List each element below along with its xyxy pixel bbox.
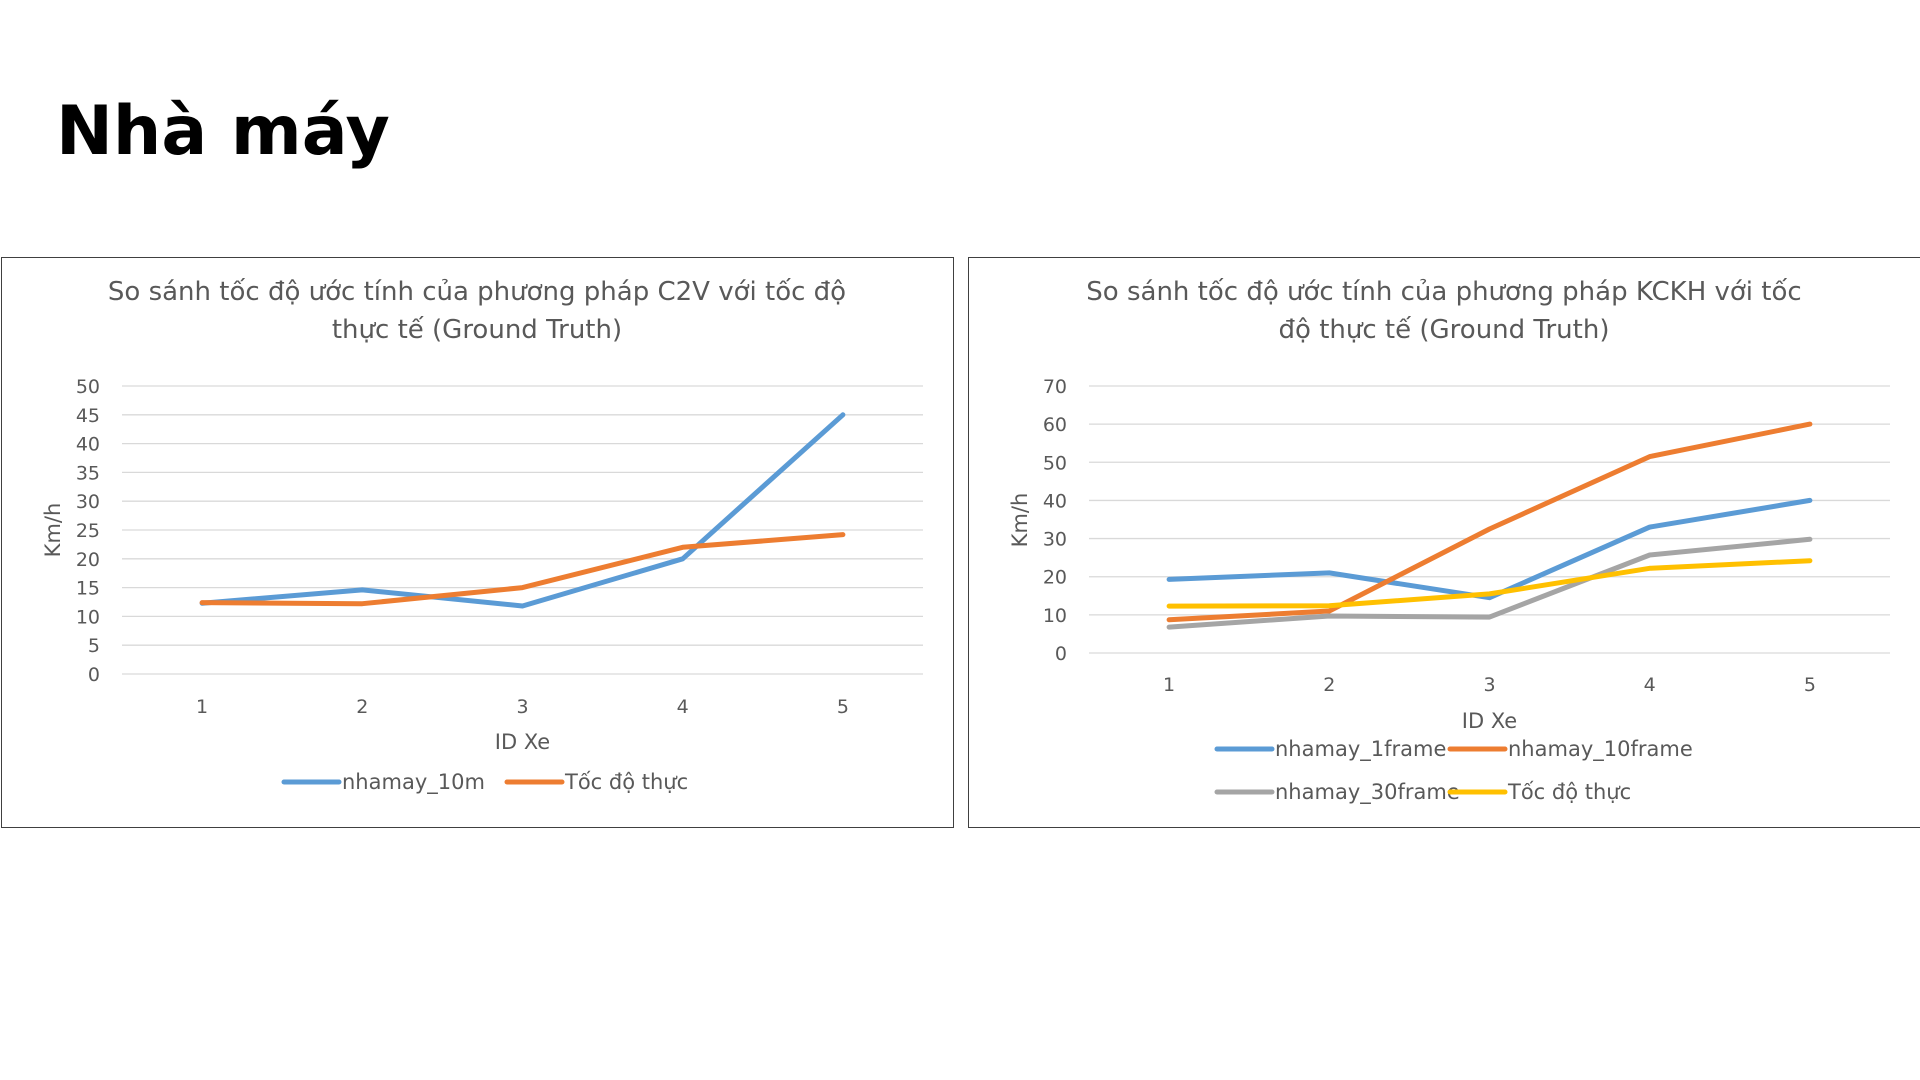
- series-line-Tốc độ thực: [199, 532, 846, 607]
- chart-kckh: So sánh tốc độ ước tính của phương pháp …: [1008, 277, 1890, 805]
- y-tick-label: 45: [76, 405, 100, 427]
- x-tick-label: 5: [837, 696, 849, 718]
- series-line-nhamay_10frame: [1166, 421, 1813, 623]
- chart-title-line: So sánh tốc độ ước tính của phương pháp …: [108, 277, 846, 307]
- x-tick-label: 4: [677, 696, 689, 718]
- chart-title-line: thực tế (Ground Truth): [332, 315, 622, 345]
- x-tick-label: 4: [1644, 674, 1656, 696]
- y-axis-label: Km/h: [1008, 493, 1032, 548]
- legend-entry: nhamay_10m: [342, 770, 485, 795]
- page-title: Nhà máy: [56, 92, 390, 171]
- y-tick-label: 15: [76, 578, 100, 600]
- y-tick-label: 10: [1043, 605, 1067, 627]
- x-tick-label: 1: [196, 696, 208, 718]
- x-tick-label: 1: [1163, 674, 1175, 696]
- legend-entry: Tốc độ thực: [564, 770, 688, 794]
- y-tick-label: 5: [88, 635, 100, 657]
- series-line-nhamay_1frame: [1166, 497, 1813, 601]
- y-tick-label: 40: [76, 434, 100, 456]
- chart-panel-c2v: So sánh tốc độ ước tính của phương pháp …: [1, 257, 954, 828]
- y-tick-label: 60: [1043, 414, 1067, 436]
- legend-entry: Tốc độ thực: [1507, 780, 1631, 804]
- series-line-nhamay_10m: [199, 412, 846, 609]
- legend-entry: nhamay_1frame: [1275, 737, 1446, 762]
- x-tick-label: 3: [1483, 674, 1495, 696]
- chart-panel-kckh: So sánh tốc độ ước tính của phương pháp …: [968, 257, 1920, 828]
- x-tick-label: 2: [356, 696, 368, 718]
- y-tick-label: 50: [76, 376, 100, 398]
- x-tick-label: 5: [1804, 674, 1816, 696]
- y-tick-label: 40: [1043, 490, 1067, 512]
- y-tick-label: 0: [1055, 643, 1067, 665]
- chart-title-line: độ thực tế (Ground Truth): [1279, 315, 1610, 345]
- y-tick-label: 25: [76, 520, 100, 542]
- chart-title-line: So sánh tốc độ ước tính của phương pháp …: [1086, 277, 1801, 307]
- chart-c2v: So sánh tốc độ ước tính của phương pháp …: [41, 277, 923, 795]
- legend-entry: nhamay_10frame: [1508, 737, 1693, 762]
- x-tick-label: 2: [1323, 674, 1335, 696]
- y-tick-label: 20: [1043, 567, 1067, 589]
- x-tick-label: 3: [516, 696, 528, 718]
- y-tick-label: 30: [1043, 529, 1067, 551]
- y-axis-label: Km/h: [41, 503, 65, 558]
- x-axis-label: ID Xe: [495, 730, 550, 754]
- series-line-nhamay_30frame: [1166, 536, 1813, 630]
- y-tick-label: 10: [76, 606, 100, 628]
- x-axis-label: ID Xe: [1462, 709, 1517, 733]
- y-tick-label: 0: [88, 664, 100, 686]
- y-tick-label: 70: [1043, 376, 1067, 398]
- y-tick-label: 35: [76, 462, 100, 484]
- series-line-Tốc độ thực: [1166, 558, 1813, 609]
- y-tick-label: 20: [76, 549, 100, 571]
- legend-entry: nhamay_30frame: [1275, 780, 1460, 805]
- y-tick-label: 30: [76, 491, 100, 513]
- y-tick-label: 50: [1043, 452, 1067, 474]
